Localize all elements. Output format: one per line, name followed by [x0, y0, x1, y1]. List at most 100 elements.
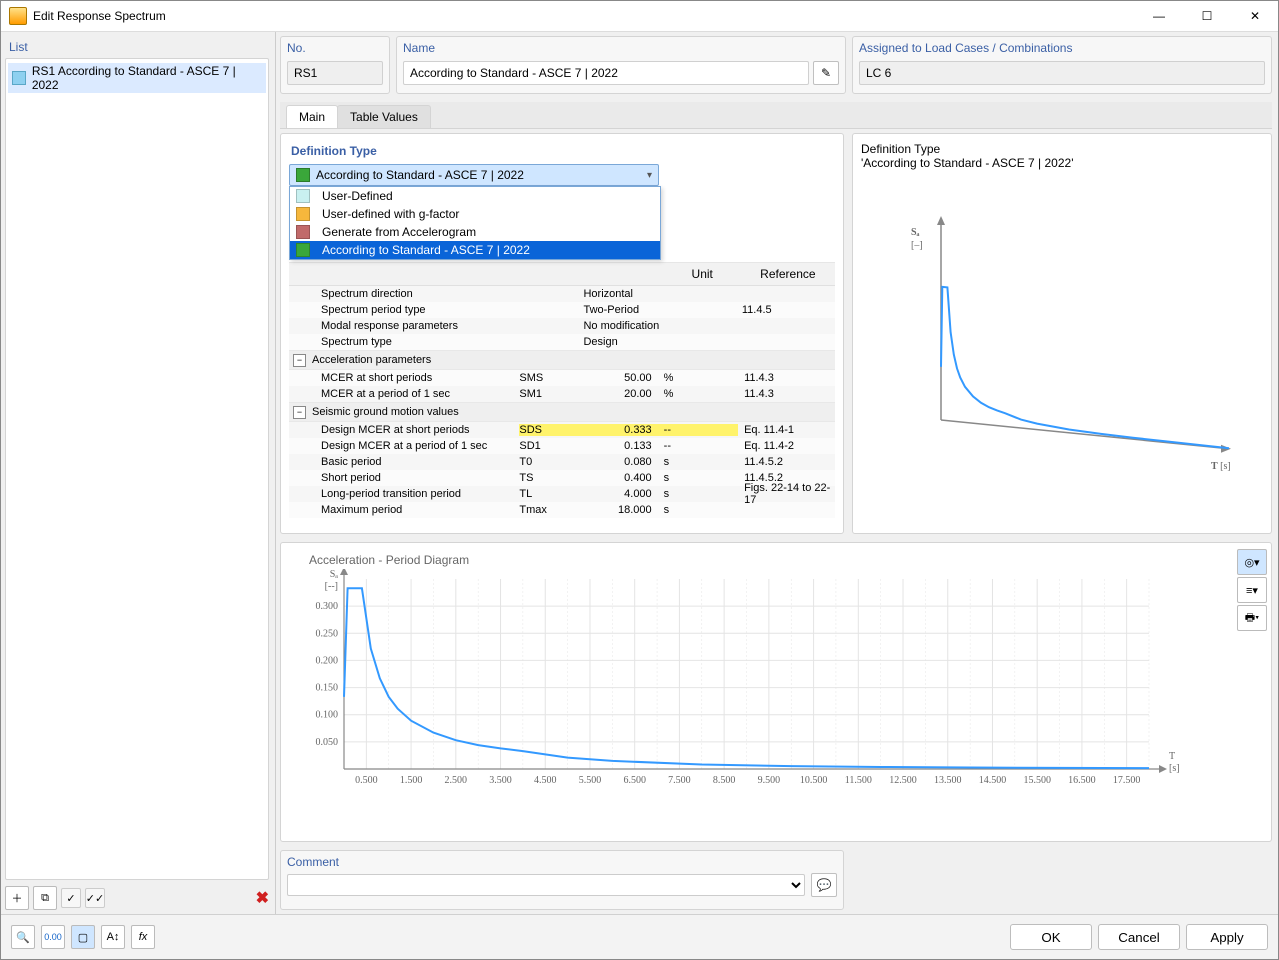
window-title: Edit Response Spectrum	[33, 9, 166, 23]
view-button[interactable]: ▢	[71, 925, 95, 949]
definition-type-select[interactable]: According to Standard - ASCE 7 | 2022 ▾ …	[289, 164, 659, 186]
svg-text:0.250: 0.250	[316, 628, 339, 639]
list-item-label: RS1 According to Standard - ASCE 7 | 202…	[32, 64, 262, 92]
tab-strip: Main Table Values	[280, 102, 1272, 129]
select-value: According to Standard - ASCE 7 | 2022	[316, 168, 524, 182]
maximize-button[interactable]: ☐	[1192, 9, 1222, 23]
comment-select[interactable]	[287, 874, 805, 896]
tab-table-values[interactable]: Table Values	[337, 105, 431, 128]
spectrum-list[interactable]: RS1 According to Standard - ASCE 7 | 202…	[5, 58, 269, 880]
param-row[interactable]: Long-period transition periodTL4.000sFig…	[289, 486, 835, 502]
text-button[interactable]: A↕	[101, 925, 125, 949]
dropdown-option[interactable]: User-Defined	[290, 187, 660, 205]
chart-title: Acceleration - Period Diagram	[309, 553, 1263, 567]
rename-button[interactable]: ✎	[813, 61, 839, 85]
tool-target-button[interactable]: ◎▾	[1237, 549, 1267, 575]
name-label: Name	[403, 41, 839, 55]
option-label: Generate from Accelerogram	[322, 225, 476, 239]
list-item[interactable]: RS1 According to Standard - ASCE 7 | 202…	[8, 63, 266, 93]
select-swatch	[296, 168, 310, 182]
fx-button[interactable]: fx	[131, 925, 155, 949]
preview-line1: Definition Type	[861, 142, 1263, 156]
main-chart: 0.0500.1000.1500.2000.2500.3000.5001.500…	[289, 569, 1209, 824]
chevron-down-icon: ▾	[647, 170, 652, 181]
new-icon: ＋	[12, 890, 23, 906]
tool-print-button[interactable]: 🖶▾	[1237, 605, 1267, 631]
comment-pick-button[interactable]: 💬	[811, 873, 837, 897]
delete-button[interactable]: ✖	[256, 888, 269, 908]
dropdown-option[interactable]: User-defined with g-factor	[290, 205, 660, 223]
svg-text:Sₐ: Sₐ	[330, 569, 339, 580]
param-row[interactable]: Spectrum period typeTwo-Period11.4.5	[289, 302, 835, 318]
dropdown-option[interactable]: Generate from Accelerogram	[290, 223, 660, 241]
svg-text:13.500: 13.500	[934, 775, 962, 786]
svg-text:[s]: [s]	[1169, 763, 1180, 774]
help-button[interactable]: 🔍	[11, 925, 35, 949]
comment-label: Comment	[287, 855, 837, 869]
view-icon: ▢	[78, 931, 88, 944]
fx-icon: fx	[139, 931, 148, 943]
check-button[interactable]: ✓	[61, 888, 81, 908]
svg-text:6.500: 6.500	[623, 775, 646, 786]
svg-text:T: T	[1169, 751, 1175, 762]
svg-text:2.500: 2.500	[445, 775, 468, 786]
close-button[interactable]: ✕	[1240, 9, 1270, 23]
param-group[interactable]: −Seismic ground motion values	[289, 402, 835, 422]
no-field[interactable]: RS1	[287, 61, 383, 85]
comment-icon: 💬	[817, 878, 832, 892]
param-row[interactable]: Modal response parametersNo modification	[289, 318, 835, 334]
new-item-button[interactable]: ＋	[5, 886, 29, 910]
acceleration-diagram-panel: ◎▾ ≡▾ 🖶▾ Acceleration - Period Diagram 0…	[280, 542, 1272, 842]
param-row[interactable]: MCER at short periodsSMS50.00%11.4.3	[289, 370, 835, 386]
units-button[interactable]: 0.00	[41, 925, 65, 949]
tool-list-button[interactable]: ≡▾	[1237, 577, 1267, 603]
copy-icon: ⧉	[41, 892, 49, 905]
check-all-button[interactable]: ✓✓	[85, 888, 105, 908]
dropdown-option[interactable]: According to Standard - ASCE 7 | 2022	[290, 241, 660, 259]
svg-text:9.500: 9.500	[758, 775, 781, 786]
svg-text:10.500: 10.500	[800, 775, 828, 786]
option-swatch	[296, 189, 310, 203]
svg-text:8.500: 8.500	[713, 775, 736, 786]
param-row[interactable]: Basic periodT00.080s11.4.5.2	[289, 454, 835, 470]
param-row[interactable]: Design MCER at a period of 1 secSD10.133…	[289, 438, 835, 454]
check-icon: ✓	[66, 892, 75, 905]
ok-button[interactable]: OK	[1010, 924, 1092, 950]
param-row[interactable]: Design MCER at short periodsSDS0.333--Eq…	[289, 422, 835, 438]
cancel-button[interactable]: Cancel	[1098, 924, 1180, 950]
option-label: User-Defined	[322, 189, 393, 203]
col-unit: Unit	[664, 267, 741, 281]
svg-text:5.500: 5.500	[579, 775, 602, 786]
checks-icon: ✓✓	[86, 892, 104, 905]
tab-main[interactable]: Main	[286, 105, 338, 128]
apply-button[interactable]: Apply	[1186, 924, 1268, 950]
svg-text:T [s]: T [s]	[1211, 461, 1231, 472]
print-icon: 🖶▾	[1245, 609, 1259, 628]
svg-text:15.500: 15.500	[1023, 775, 1051, 786]
param-group[interactable]: −Acceleration parameters	[289, 350, 835, 370]
col-value	[587, 267, 664, 281]
assigned-field[interactable]: LC 6	[859, 61, 1265, 85]
preview-line2: 'According to Standard - ASCE 7 | 2022'	[861, 156, 1263, 170]
svg-text:0.100: 0.100	[316, 710, 339, 721]
copy-item-button[interactable]: ⧉	[33, 886, 57, 910]
target-icon: ◎▾	[1244, 556, 1259, 569]
svg-text:4.500: 4.500	[534, 775, 557, 786]
svg-text:[–]: [–]	[911, 240, 923, 251]
no-label: No.	[287, 41, 383, 55]
minimize-button[interactable]: —	[1144, 9, 1174, 23]
param-row[interactable]: MCER at a period of 1 secSM120.00%11.4.3	[289, 386, 835, 402]
svg-text:0.150: 0.150	[316, 683, 339, 694]
units-icon: 0.00	[44, 932, 62, 942]
option-swatch	[296, 225, 310, 239]
app-icon	[9, 7, 27, 25]
name-field[interactable]: According to Standard - ASCE 7 | 2022	[403, 61, 809, 85]
preview-chart: Sₐ[–]T [s]	[861, 170, 1261, 490]
list-icon: ≡▾	[1246, 584, 1258, 597]
param-row[interactable]: Spectrum typeDesign	[289, 334, 835, 350]
svg-text:[--]: [--]	[325, 581, 338, 592]
search-icon: 🔍	[16, 931, 30, 944]
option-swatch	[296, 243, 310, 257]
param-row[interactable]: Spectrum directionHorizontal	[289, 286, 835, 302]
titlebar: Edit Response Spectrum — ☐ ✕	[1, 1, 1278, 32]
